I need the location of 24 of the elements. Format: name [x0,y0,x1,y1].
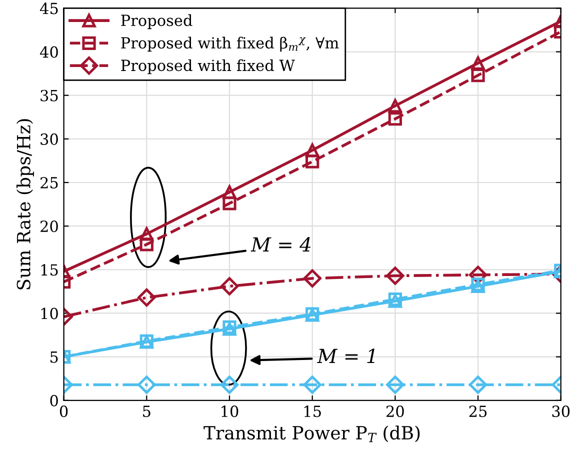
y-tick-label: 35 [40,90,58,102]
legend-label: Proposed with fixed β$_{m}$$^{χ}$, ∀m [121,36,339,52]
x-tick-label: 20 [386,406,404,418]
x-tick-label: 15 [304,406,321,418]
y-tick-label: 10 [41,308,58,320]
x-axis-title: Transmit Power P$_{T}$ (dB) [204,426,420,442]
x-tick-label: 0 [60,406,68,418]
legend-label: Proposed [121,14,192,30]
y-tick-label: 25 [40,176,58,189]
x-tick-label: 30 [552,406,570,418]
y-tick-label: 30 [40,133,58,145]
y-tick-label: 0 [50,394,58,406]
x-tick-label: 25 [469,406,487,418]
annotation: M = 1 [317,348,374,364]
y-axis-title: Sum Rate (bps/Hz) [16,119,34,290]
y-tick-label: 40 [40,46,58,58]
x-tick-label: 5 [143,406,150,418]
y-tick-label: 20 [40,220,58,232]
legend-label: Proposed with fixed W [121,59,295,74]
y-tick-label: 5 [50,351,58,363]
x-tick-label: 10 [222,406,238,418]
y-tick-label: 45 [40,2,58,14]
annotation: M = 4 [250,237,311,252]
y-tick-label: 15 [41,264,58,276]
